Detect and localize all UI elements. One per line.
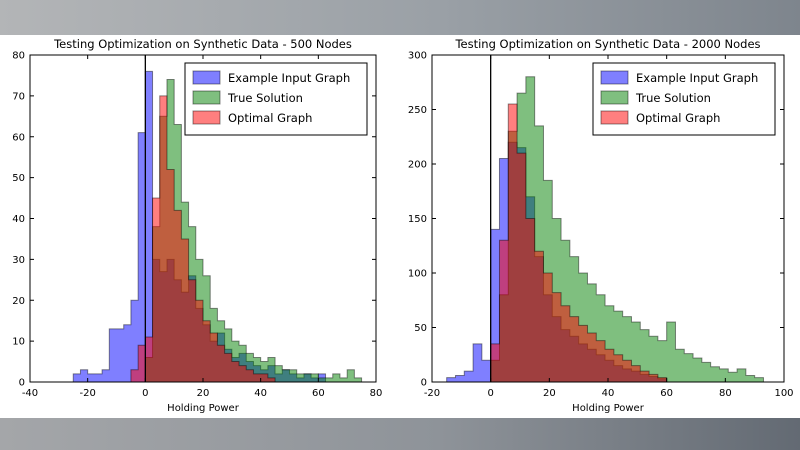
legend-label-optimal-graph: Optimal Graph [228,111,312,125]
x-tick-label: 40 [602,388,615,399]
y-tick-label: 100 [408,269,427,280]
legend-swatch-true-solution [192,90,221,105]
y-tick-label: 300 [408,51,427,62]
y-tick-label: 150 [408,214,427,225]
x-tick-label: 0 [487,388,493,399]
x-tick-label: 20 [543,388,556,399]
x-tick-label: 100 [774,388,793,399]
x-tick-label: -20 [424,388,440,399]
y-tick-label: 0 [19,378,25,389]
x-tick-label: 80 [719,388,732,399]
hist-series-optimal-graph [130,95,276,383]
y-tick-label: 80 [12,51,25,62]
y-tick-label: 20 [12,296,25,307]
legend-label-optimal-graph: Optimal Graph [636,111,720,125]
y-tick-label: 200 [408,160,427,171]
y-tick-label: 50 [414,323,427,334]
figure-area: -40 -20 0 20 40 60 80 0 10 20 30 40 50 60 70 80 Testing … [0,35,800,418]
x-tick-label: -20 [79,388,95,399]
letterbox-top [0,0,800,35]
legend-swatch-optimal-graph [600,110,629,125]
chart-title: Testing Optimization on Synthetic Data -… [454,37,760,51]
y-tick-label: 30 [12,255,25,266]
chart-2000-nodes: -20 0 20 40 60 80 100050100150200250300Testing… [408,37,794,414]
x-tick-label: 60 [312,388,325,399]
x-tick-label: 60 [660,388,673,399]
legend-swatch-optimal-graph [192,110,221,125]
x-axis-label: Holding Power [167,403,240,414]
letterbox-bottom [0,418,800,450]
y-tick-label: 10 [12,337,25,348]
legend-label-example-input-graph: Example Input Graph [636,71,758,85]
hist-series-optimal-graph [490,103,668,383]
x-tick-label: 80 [370,388,383,399]
x-tick-label: 20 [197,388,210,399]
y-tick-label: 50 [12,173,25,184]
legend-swatch-example-input-graph [192,70,221,85]
y-tick-label: 70 [12,91,25,102]
x-tick-label: 0 [142,388,148,399]
y-tick-label: 60 [12,132,25,143]
chart-title: Testing Optimization on Synthetic Data -… [53,37,352,51]
legend-label-true-solution: True Solution [635,91,711,105]
x-axis-label: Holding Power [572,403,645,414]
legend-swatch-true-solution [600,90,629,105]
legend-label-true-solution: True Solution [227,91,303,105]
legend-label-example-input-graph: Example Input Graph [228,71,350,85]
x-tick-label: 40 [254,388,267,399]
y-tick-label: 40 [12,214,25,225]
x-tick-label: -40 [22,388,38,399]
y-tick-label: 0 [421,378,427,389]
chart-500-nodes: -40 -20 0 20 40 60 80 0 10 20 30 40 50 60 70 80 Testing … [12,37,383,414]
legend-swatch-example-input-graph [600,70,629,85]
y-tick-label: 250 [408,105,427,116]
